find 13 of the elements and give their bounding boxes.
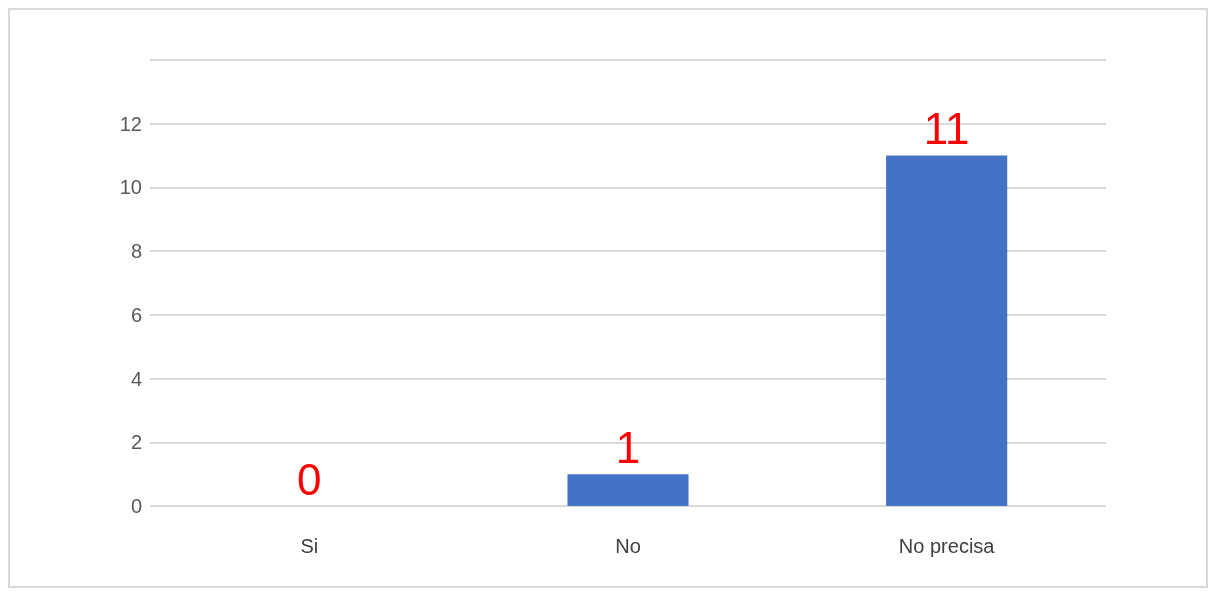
y-tick-label: 12 (119, 112, 142, 135)
y-tick-label: 2 (130, 431, 142, 454)
x-tick-label: Si (300, 535, 319, 557)
y-tick-label: 6 (130, 303, 142, 326)
x-tick-label: No (615, 535, 641, 557)
y-tick-label: 8 (130, 240, 142, 263)
y-tick-label: 0 (130, 495, 142, 517)
data-label: 0 (297, 454, 322, 504)
y-tick-label: 10 (119, 176, 142, 199)
data-label: 1 (615, 422, 641, 472)
data-label: 11 (923, 104, 970, 154)
y-tick-label: 4 (130, 367, 142, 390)
x-tick-label: No precisa (898, 535, 996, 557)
